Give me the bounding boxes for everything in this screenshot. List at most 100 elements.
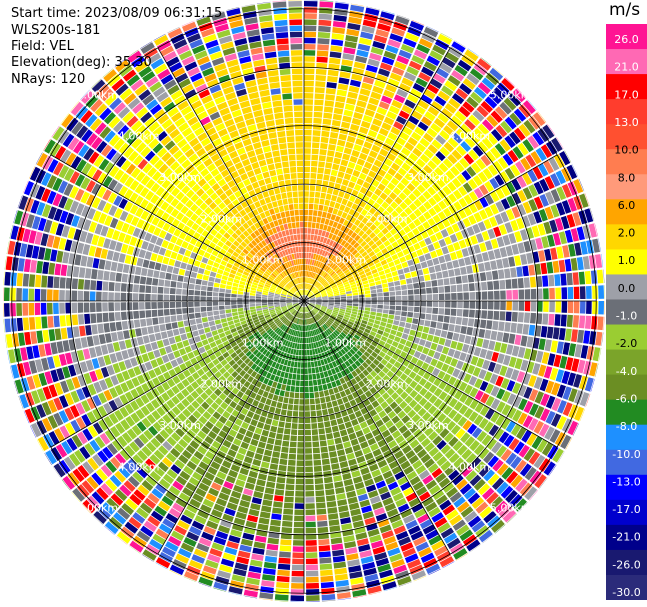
ppi-gate <box>393 258 401 266</box>
ppi-gate <box>501 390 511 403</box>
ppi-gate <box>526 336 534 348</box>
ppi-gate <box>324 482 334 490</box>
ppi-gate <box>370 285 376 290</box>
ppi-gate <box>375 333 382 340</box>
ppi-gate <box>310 410 317 417</box>
ppi-gate <box>496 401 506 413</box>
ppi-gate <box>404 272 412 279</box>
ppi-gate <box>304 307 306 313</box>
ppi-gate <box>321 186 328 193</box>
ppi-gate <box>348 85 360 94</box>
ppi-gate <box>312 447 320 454</box>
ppi-gate <box>329 57 341 65</box>
ppi-gate <box>287 306 294 310</box>
ppi-gate <box>18 195 29 210</box>
ppi-gate <box>501 78 515 92</box>
ppi-gate <box>310 166 318 173</box>
ppi-gate <box>356 49 369 58</box>
ppi-gate <box>290 435 297 442</box>
ppi-gate <box>335 579 350 587</box>
ppi-gate <box>298 349 302 356</box>
ppi-gate <box>321 305 328 309</box>
ppi-gate <box>316 216 322 223</box>
ppi-gate <box>365 304 371 308</box>
ppi-gate <box>479 506 493 519</box>
ppi-gate <box>344 421 353 429</box>
ppi-gate <box>399 256 407 263</box>
ppi-gate <box>318 545 331 552</box>
ppi-gate <box>97 236 106 247</box>
ppi-gate <box>350 224 358 232</box>
ppi-gate <box>389 228 398 236</box>
ppi-gate <box>110 493 124 506</box>
ppi-gate <box>304 289 306 295</box>
ppi-gate <box>255 303 262 307</box>
ppi-gate <box>92 335 100 346</box>
ppi-gate <box>472 366 481 377</box>
ppi-gate <box>395 387 404 396</box>
ppi-gate <box>160 264 168 272</box>
ppi-gate <box>206 301 213 307</box>
ppi-gate <box>239 317 246 322</box>
ppi-gate <box>380 491 392 501</box>
ppi-gate <box>267 392 274 400</box>
ppi-gate <box>359 549 373 559</box>
ppi-gate <box>475 253 484 263</box>
ppi-gate <box>198 461 209 471</box>
ppi-gate <box>10 287 16 301</box>
ppi-gate <box>329 246 334 253</box>
ppi-gate <box>306 589 320 595</box>
ppi-gate <box>328 302 334 304</box>
ppi-gate <box>205 450 216 460</box>
ppi-gate <box>328 445 336 452</box>
ppi-gate <box>314 228 319 235</box>
ppi-gate <box>294 509 304 516</box>
ppi-gate <box>331 119 341 127</box>
ppi-gate <box>586 301 592 314</box>
ppi-gate <box>382 366 390 374</box>
ppi-gate <box>328 253 334 260</box>
ppi-gate <box>269 309 275 313</box>
ppi-gate <box>566 213 576 228</box>
ppi-gate <box>327 206 334 214</box>
ppi-gate <box>466 539 481 552</box>
ppi-gate <box>235 366 243 374</box>
ppi-gate <box>69 185 79 199</box>
ppi-gate <box>428 534 442 546</box>
ppi-gate <box>485 350 494 361</box>
ppi-gate <box>500 301 506 311</box>
ppi-gate <box>211 330 219 336</box>
ppi-gate <box>302 307 304 313</box>
ppi-gate <box>366 403 374 412</box>
ppi-gate <box>305 533 317 540</box>
ppi-gate <box>318 285 324 291</box>
ppi-gate <box>395 435 405 444</box>
ppi-gate <box>293 323 297 330</box>
ppi-gate <box>408 212 418 221</box>
ppi-gate <box>406 317 413 324</box>
ppi-gate <box>158 500 171 512</box>
ppi-gate <box>521 172 533 186</box>
ppi-gate <box>400 481 412 492</box>
ppi-gate <box>405 120 416 131</box>
ppi-gate <box>283 333 288 339</box>
ppi-gate <box>260 586 274 594</box>
ppi-gate <box>71 278 79 290</box>
ppi-gate <box>220 279 227 285</box>
ppi-gate <box>65 212 75 226</box>
ppi-gate <box>464 510 478 523</box>
ppi-gate <box>316 179 323 186</box>
ppi-gate <box>376 343 384 351</box>
ppi-gate <box>511 244 520 255</box>
ppi-gate <box>438 293 445 301</box>
ppi-gate <box>409 380 418 389</box>
ppi-gate <box>512 409 523 422</box>
ppi-gate <box>584 315 592 329</box>
ppi-gate <box>321 250 326 256</box>
ppi-gate <box>320 359 325 366</box>
ppi-gate <box>390 201 399 210</box>
ppi-gate <box>592 347 601 362</box>
ppi-gate <box>591 316 598 330</box>
ppi-gate <box>418 275 425 282</box>
ppi-gate <box>350 355 357 363</box>
